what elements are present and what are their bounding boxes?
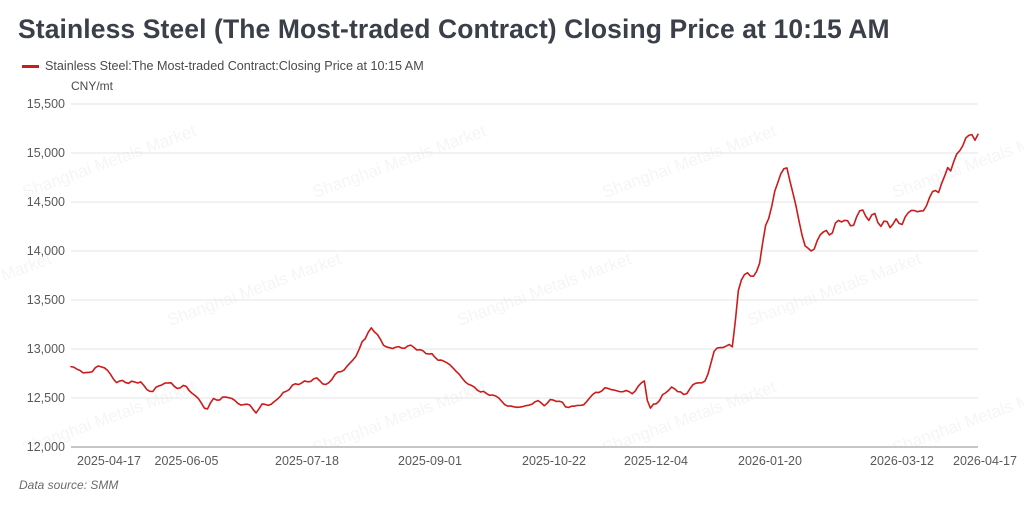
svg-text:Shanghai Metals Market: Shanghai Metals Market [310, 121, 489, 202]
svg-text:Shanghai Metals Market: Shanghai Metals Market [455, 0, 634, 74]
svg-text:2025-04-17: 2025-04-17 [77, 454, 141, 468]
svg-text:Shanghai Metals Market: Shanghai Metals Market [310, 377, 489, 458]
svg-text:2025-09-01: 2025-09-01 [398, 454, 462, 468]
svg-text:14,000: 14,000 [27, 244, 65, 258]
svg-text:Shanghai Metals Market: Shanghai Metals Market [600, 121, 779, 202]
svg-text:Shanghai Metals Market: Shanghai Metals Market [745, 249, 924, 330]
svg-text:14,500: 14,500 [27, 195, 65, 209]
svg-text:2025-07-18: 2025-07-18 [275, 454, 339, 468]
svg-text:13,500: 13,500 [27, 293, 65, 307]
svg-text:2025-06-05: 2025-06-05 [155, 454, 219, 468]
svg-text:Shanghai Metals Market: Shanghai Metals Market [0, 0, 54, 74]
svg-text:Shanghai Metals Market: Shanghai Metals Market [890, 377, 1024, 458]
svg-text:2026-03-12: 2026-03-12 [870, 454, 934, 468]
svg-text:15,500: 15,500 [27, 97, 65, 111]
svg-text:Shanghai Metals Market: Shanghai Metals Market [165, 0, 344, 74]
svg-text:Shanghai Metals Market: Shanghai Metals Market [890, 121, 1024, 202]
svg-text:15,000: 15,000 [27, 146, 65, 160]
svg-text:Shanghai Metals Market: Shanghai Metals Market [165, 249, 344, 330]
svg-text:2025-10-22: 2025-10-22 [522, 454, 586, 468]
svg-text:12,000: 12,000 [27, 440, 65, 454]
svg-text:2025-12-04: 2025-12-04 [624, 454, 688, 468]
svg-text:Shanghai Metals Market: Shanghai Metals Market [0, 249, 54, 330]
svg-text:Shanghai Metals Market: Shanghai Metals Market [20, 121, 199, 202]
svg-text:2026-04-17: 2026-04-17 [953, 454, 1017, 468]
svg-text:Shanghai Metals Market: Shanghai Metals Market [455, 249, 634, 330]
svg-text:Shanghai Metals Market: Shanghai Metals Market [745, 0, 924, 74]
svg-text:12,500: 12,500 [27, 391, 65, 405]
svg-text:13,000: 13,000 [27, 342, 65, 356]
svg-text:2026-01-20: 2026-01-20 [738, 454, 802, 468]
